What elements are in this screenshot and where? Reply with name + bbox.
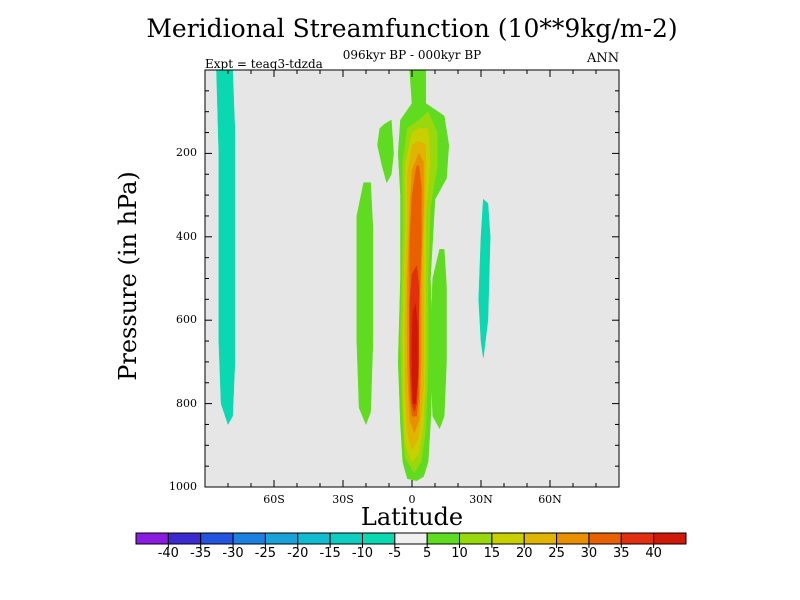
contour-positive-blob-12N bbox=[430, 249, 447, 429]
y-tick-label: 200 bbox=[176, 146, 197, 160]
y-tick-label: 1000 bbox=[169, 480, 197, 493]
colorbar-label: 25 bbox=[548, 546, 565, 561]
colorbar-swatch bbox=[329, 532, 363, 545]
y-tick-label: 400 bbox=[176, 229, 197, 243]
colorbar-label: -40 bbox=[157, 546, 179, 561]
colorbar-swatch bbox=[556, 532, 590, 545]
colorbar-label: -5 bbox=[388, 546, 402, 561]
colorbar-swatch bbox=[426, 532, 461, 545]
colorbar-label: -30 bbox=[222, 546, 244, 561]
colorbar-label: 15 bbox=[483, 546, 501, 561]
colorbar-swatch bbox=[620, 532, 655, 545]
contour-positive-blob-upper-10S bbox=[377, 119, 394, 183]
colorbar-label: 10 bbox=[451, 546, 468, 561]
colorbar-swatch bbox=[523, 532, 558, 545]
y-tick-label: 600 bbox=[176, 313, 197, 327]
colorbar-swatch bbox=[491, 532, 525, 545]
colorbar-label: 40 bbox=[645, 546, 662, 561]
colorbar-swatch bbox=[394, 532, 428, 545]
y-tick-label: 800 bbox=[176, 396, 197, 410]
colorbar-label: -35 bbox=[190, 546, 212, 561]
x-axis-label: Latitude bbox=[360, 503, 464, 531]
colorbar-swatch bbox=[232, 532, 266, 545]
contour-positive-band-20S bbox=[356, 182, 374, 425]
chart-title: Meridional Streamfunction (10**9kg/m-2) bbox=[146, 14, 678, 43]
contour-negative-blob-30N bbox=[478, 199, 491, 358]
colorbar-swatch bbox=[264, 532, 299, 545]
colorbar-label: -20 bbox=[287, 546, 309, 561]
colorbar-label: -15 bbox=[319, 546, 341, 561]
colorbar-label: -25 bbox=[254, 546, 277, 561]
colorbar-swatch bbox=[653, 532, 687, 545]
colorbar-swatch bbox=[167, 532, 202, 545]
colorbar-swatch bbox=[200, 532, 234, 545]
contour-negative-band-60S bbox=[216, 70, 236, 425]
colorbar-swatch bbox=[361, 532, 396, 545]
chart-subtitle: 096kyr BP - 000kyr BP bbox=[342, 48, 482, 62]
x-tick-label: 0 bbox=[408, 493, 416, 506]
colorbar-label: 35 bbox=[613, 546, 630, 561]
colorbar-label: -10 bbox=[351, 546, 374, 561]
colorbar-label: 20 bbox=[515, 546, 533, 561]
colorbar-swatch bbox=[588, 532, 622, 545]
colorbar-label: 30 bbox=[580, 546, 598, 561]
experiment-label: Expt = teaq3-tdzda bbox=[205, 57, 323, 71]
colorbar-swatch bbox=[297, 532, 331, 545]
x-tick-label: 30N bbox=[469, 493, 493, 506]
colorbar-swatch bbox=[459, 532, 493, 545]
x-tick-label: 60S bbox=[263, 493, 285, 506]
x-tick-label: 30S bbox=[332, 493, 354, 506]
contour-core-level-40 bbox=[411, 303, 419, 404]
x-tick-label: 60N bbox=[538, 493, 562, 506]
season-label: ANN bbox=[587, 51, 620, 66]
colorbar-swatch bbox=[135, 532, 169, 545]
colorbar-label: 5 bbox=[423, 546, 432, 561]
